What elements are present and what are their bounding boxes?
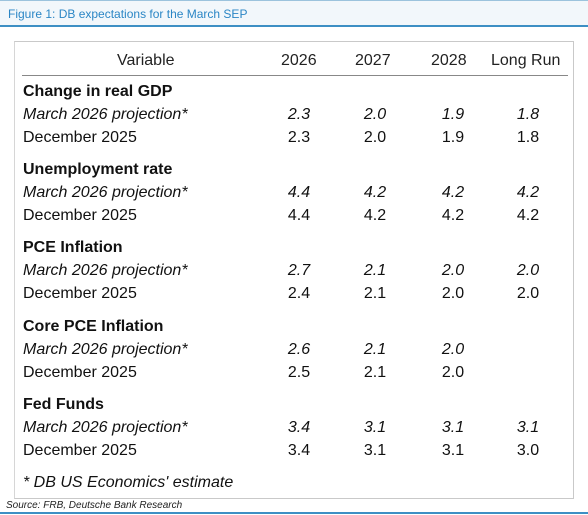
section-title: Unemployment rate xyxy=(23,161,173,178)
table-cell: 2.0 xyxy=(363,106,387,123)
table-cell: 4.2 xyxy=(441,184,465,201)
table-cell: 2.0 xyxy=(441,341,465,358)
table-cell: 2.0 xyxy=(441,285,465,302)
row-label: March 2026 projection* xyxy=(23,106,188,123)
row-label: December 2025 xyxy=(23,207,137,224)
table-cell: 2.6 xyxy=(287,341,311,358)
row-label: March 2026 projection* xyxy=(23,419,188,436)
table-cell: 4.2 xyxy=(516,184,540,201)
table-cell: 2.1 xyxy=(363,341,387,358)
table-cell: 4.4 xyxy=(287,184,311,201)
column-header-variable: Variable xyxy=(117,52,175,69)
column-header-2028: 2028 xyxy=(431,52,467,69)
table-cell: 1.9 xyxy=(441,129,465,146)
table-cell: 2.3 xyxy=(287,129,311,146)
row-label: December 2025 xyxy=(23,364,137,381)
table-cell: 4.4 xyxy=(287,207,311,224)
table-cell: 3.1 xyxy=(441,442,465,459)
table-cell: 3.4 xyxy=(287,419,311,436)
table-cell: 2.3 xyxy=(287,106,311,123)
row-label: December 2025 xyxy=(23,285,137,302)
table-cell: 2.4 xyxy=(287,285,311,302)
table-cell: 3.1 xyxy=(441,419,465,436)
table-cell: 2.1 xyxy=(363,364,387,381)
table-cell: 3.1 xyxy=(516,419,540,436)
table-cell: 1.9 xyxy=(441,106,465,123)
row-label: March 2026 projection* xyxy=(23,184,188,201)
column-header-2027: 2027 xyxy=(355,52,391,69)
table-cell: 4.2 xyxy=(516,207,540,224)
table-cell: 3.0 xyxy=(516,442,540,459)
column-header-long-run: Long Run xyxy=(491,52,561,69)
figure-header: Figure 1: DB expectations for the March … xyxy=(0,0,588,27)
table-cell: 3.4 xyxy=(287,442,311,459)
row-label: December 2025 xyxy=(23,129,137,146)
section-title: PCE Inflation xyxy=(23,239,123,256)
column-header-2026: 2026 xyxy=(281,52,317,69)
table-cell: 2.0 xyxy=(363,129,387,146)
row-label: March 2026 projection* xyxy=(23,341,188,358)
header-divider xyxy=(22,75,568,76)
section-title: Core PCE Inflation xyxy=(23,318,164,335)
table-cell: 2.1 xyxy=(363,262,387,279)
row-label: March 2026 projection* xyxy=(23,262,188,279)
table-cell: 2.0 xyxy=(441,364,465,381)
bottom-divider xyxy=(0,512,588,514)
table-cell: 3.1 xyxy=(363,442,387,459)
row-label: December 2025 xyxy=(23,442,137,459)
figure-title: Figure 1: DB expectations for the March … xyxy=(8,7,248,21)
table-cell: 1.8 xyxy=(516,129,540,146)
table-cell: 2.5 xyxy=(287,364,311,381)
section-title: Fed Funds xyxy=(23,396,104,413)
table-cell: 2.7 xyxy=(287,262,311,279)
table-cell: 4.2 xyxy=(363,207,387,224)
table-cell: 2.0 xyxy=(516,285,540,302)
table-cell: 4.2 xyxy=(363,184,387,201)
table-cell: 2.1 xyxy=(363,285,387,302)
section-title: Change in real GDP xyxy=(23,83,173,100)
source-note: Source: FRB, Deutsche Bank Research xyxy=(6,500,183,511)
table-cell: 1.8 xyxy=(516,106,540,123)
table-cell: 2.0 xyxy=(516,262,540,279)
table-cell: 3.1 xyxy=(363,419,387,436)
footnote: * DB US Economics' estimate xyxy=(23,474,234,491)
table-cell: 2.0 xyxy=(441,262,465,279)
table-cell: 4.2 xyxy=(441,207,465,224)
data-table: Variable 2026 2027 2028 Long Run Change … xyxy=(14,41,574,499)
